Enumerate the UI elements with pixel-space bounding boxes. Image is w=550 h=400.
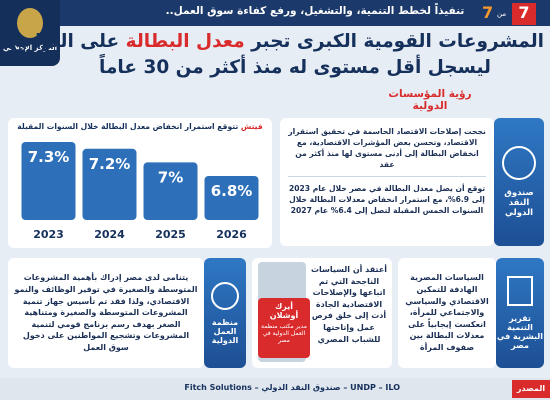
speaker-name: أيرك أوشلان	[269, 302, 299, 320]
title-part: على التراجع	[9, 31, 120, 52]
chart: 7.3% 2023 7.2% 2024 7% 2025 6.8% 2026	[21, 142, 259, 241]
page-of: من	[497, 10, 507, 18]
title-part: المشروعات القومية الكبرى تجبر	[251, 31, 544, 52]
ilo-label-box: منظمة العمل الدولية	[204, 258, 246, 368]
chart-title-source: فيتش	[240, 122, 263, 131]
x-tick-label: 2026	[216, 228, 247, 241]
undp-label: تقرير التنمية البشرية في مصر	[496, 314, 544, 350]
tagline: تنفيذاً لخطط التنمية، والتشغيل، ورفع كفا…	[165, 5, 465, 17]
imf-text-1: نجحت إصلاحات الاقتصاد الحاسمة في تحقيق ا…	[288, 127, 486, 169]
imf-panel: نجحت إصلاحات الاقتصاد الحاسمة في تحقيق ا…	[280, 118, 494, 246]
imf-label: صندوق النقد الدولي	[504, 188, 534, 218]
ilo-logo	[211, 281, 239, 310]
footer-sources: UNDP – ILO – صندوق النقد الدولي – Fitch …	[184, 383, 400, 392]
speaker-role: مدير مكتب منظمة العمل الدولية في مصر	[260, 323, 308, 344]
title-highlight: معدل البطالة	[125, 31, 245, 52]
value-label: 7%	[158, 168, 183, 186]
ilo-panel: يتنامى لدى مصر إدراك بأهمية المشروعات ال…	[8, 258, 204, 368]
x-tick-label: 2023	[33, 228, 64, 241]
undp-logo	[507, 276, 533, 306]
footer-label: المصدر	[512, 380, 550, 398]
title-line-2: ليسجل أقل مستوى له منذ أكثر من 30 عاماً	[99, 57, 491, 78]
logo-text: المركز الإعلامي	[2, 44, 58, 52]
value-label: 6.8%	[211, 182, 253, 200]
divider	[288, 176, 486, 177]
undp-panel: السياسات المصرية الهادفة للتمكين الاقتصا…	[398, 258, 496, 368]
imf-text-2: توقع أن يصل معدل البطالة في مصر خلال عام…	[288, 184, 486, 215]
speaker-card: أيرك أوشلان مدير مكتب منظمة العمل الدولي…	[258, 298, 310, 358]
header-bar	[60, 0, 550, 26]
logo-box: المركز الإعلامي	[0, 0, 60, 66]
quote-panel: أيرك أوشلان مدير مكتب منظمة العمل الدولي…	[252, 258, 392, 368]
footer: المصدر UNDP – ILO – صندوق النقد الدولي –…	[0, 378, 550, 400]
logo-emblem	[17, 8, 43, 38]
ilo-label: منظمة العمل الدولية	[211, 317, 239, 345]
subtitle: رؤية المؤسسات الدولية	[388, 88, 472, 112]
x-tick-label: 2025	[155, 228, 186, 241]
chart-title-text: تتوقع استمرار انخفاض معدل البطالة خلال ا…	[17, 122, 239, 131]
imf-label-box: صندوق النقد الدولي	[494, 118, 544, 246]
chart-title: فيتش تتوقع استمرار انخفاض معدل البطالة خ…	[16, 122, 264, 131]
undp-label-box: تقرير التنمية البشرية في مصر	[496, 258, 544, 368]
bar	[204, 176, 259, 220]
chart-panel: فيتش تتوقع استمرار انخفاض معدل البطالة خ…	[8, 118, 272, 248]
bar	[82, 148, 137, 220]
value-label: 7.3%	[28, 148, 70, 166]
quote-text: أعتقد أن السياسات الناجحة التي تم اتباعه…	[310, 265, 388, 344]
page-number: 7	[512, 3, 536, 25]
bar	[21, 142, 76, 220]
x-tick-label: 2024	[94, 228, 125, 241]
imf-logo	[502, 146, 536, 180]
ilo-text: يتنامى لدى مصر إدراك بأهمية المشروعات ال…	[14, 273, 198, 352]
title-line-1: المشروعات القومية الكبرى تجبر معدل البطا…	[9, 31, 544, 52]
value-label: 7.2%	[89, 155, 131, 173]
page-total: 7	[482, 3, 494, 22]
bar	[143, 162, 198, 220]
undp-text: السياسات المصرية الهادفة للتمكين الاقتصا…	[405, 273, 489, 352]
